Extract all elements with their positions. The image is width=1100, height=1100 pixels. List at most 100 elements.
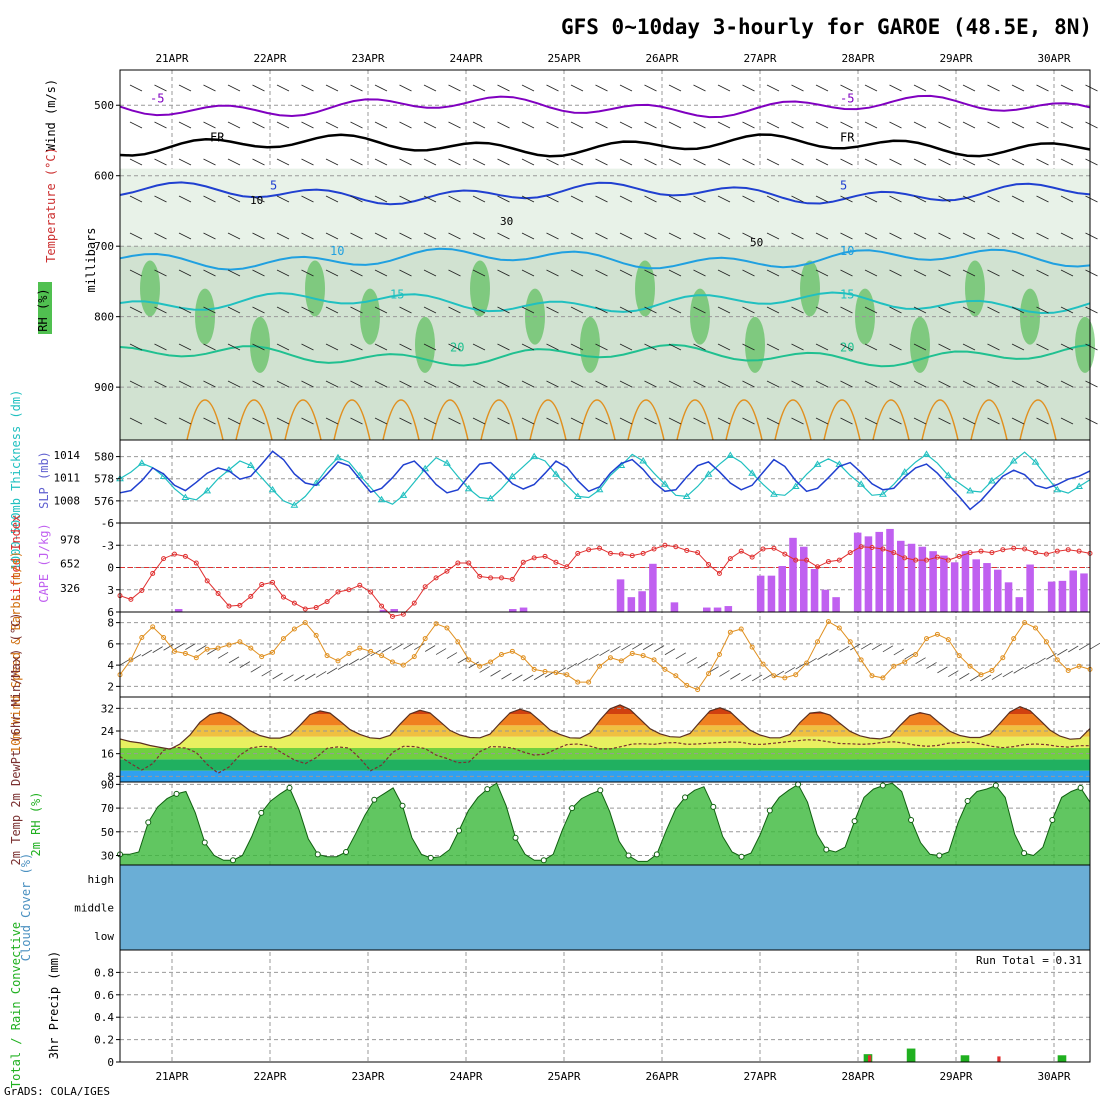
date-label-top: 29APR [939, 52, 972, 65]
precip-tick-label: 0.4 [94, 1011, 114, 1024]
wind-barb [595, 417, 608, 425]
wind-barb [717, 84, 731, 92]
li-marker [215, 590, 221, 596]
rh-marker [992, 782, 999, 789]
wind-barb [468, 661, 479, 669]
wind-barb [448, 380, 461, 388]
wind-tick-label: 8 [107, 617, 114, 630]
temperature-contour-label: 10 [840, 244, 854, 258]
wind-barb [521, 84, 535, 92]
wind-barb [717, 380, 731, 388]
wind-barb [301, 195, 314, 203]
date-label-top: 24APR [449, 52, 482, 65]
wind-barb [730, 672, 741, 680]
li-marker [477, 573, 483, 579]
li-marker [291, 600, 297, 606]
wind-barb [325, 306, 339, 314]
wind-barb [305, 673, 316, 681]
wind-barb [276, 84, 290, 92]
wind-barb [840, 380, 853, 388]
rh-marker [569, 805, 576, 812]
wind-barb [374, 121, 388, 129]
thickness-marker [1053, 485, 1062, 493]
wind-barb [987, 195, 1000, 203]
wind-barb [227, 121, 241, 129]
wind-barb [1011, 232, 1025, 240]
wind-barb [913, 121, 927, 129]
li-marker [673, 544, 679, 550]
wind-barb [1011, 380, 1025, 388]
cape-bar [864, 536, 873, 612]
rh-marker [399, 802, 406, 809]
temperature-contour [119, 133, 1091, 158]
temperature-contour-label: 20 [450, 340, 464, 354]
wind-barb [497, 84, 510, 92]
wind-barb [129, 417, 143, 425]
temperature-contour [578, 399, 616, 441]
wind-barb [693, 343, 706, 351]
wind-barb [446, 652, 458, 659]
li-marker [1011, 545, 1017, 551]
wind-barb [817, 653, 828, 660]
wind-barb [938, 195, 951, 203]
wind-barb [938, 232, 951, 240]
cape-bar [670, 602, 679, 612]
wind-barb [1002, 670, 1014, 678]
wind-barb [619, 269, 633, 277]
li-marker [618, 551, 624, 557]
rh-tick-label: 70 [101, 802, 114, 815]
wind-barb [991, 673, 1003, 680]
wind-barb [152, 646, 163, 653]
wind-barb [864, 343, 878, 351]
wind-barb [227, 84, 241, 92]
wind-barb [742, 269, 755, 277]
date-label-bottom: 29APR [939, 1070, 972, 1083]
date-label-bottom: 30APR [1037, 1070, 1070, 1083]
thickness-marker [486, 494, 495, 502]
wind-barb [154, 158, 167, 166]
li-marker [662, 542, 668, 548]
wind-barb [325, 269, 339, 277]
wind-barb [472, 380, 486, 388]
wind-speed-marker [749, 644, 755, 650]
date-label-top: 28APR [841, 52, 874, 65]
li-marker [924, 557, 930, 563]
thickness-marker [661, 480, 669, 487]
li-marker [171, 551, 177, 557]
wind-barb [668, 343, 682, 351]
wind-barb [889, 121, 902, 129]
wind-barb [686, 657, 697, 664]
wind-barb [154, 195, 167, 203]
pressure-tick-label: 600 [94, 170, 114, 183]
cape-bar [972, 559, 980, 612]
thickness-marker [900, 468, 909, 475]
precip-total-bar [906, 1048, 916, 1062]
cape-tick-label: 652 [60, 558, 80, 571]
thickness-marker [1075, 482, 1083, 489]
temperature-contour [970, 399, 1008, 441]
wind-barb [178, 269, 192, 277]
wind-barb [129, 232, 143, 240]
wind-barb [1011, 269, 1025, 277]
wind-barb [399, 195, 412, 203]
thickness-marker [464, 484, 473, 492]
wind-speed-marker [564, 672, 570, 678]
wind-barb [490, 669, 501, 677]
wind-barb [227, 306, 241, 314]
thickness-marker [922, 450, 931, 457]
wind-barb [252, 84, 265, 92]
wind-barb [717, 195, 731, 203]
li-marker [934, 554, 940, 560]
wind-barb [1060, 84, 1074, 92]
rh-marker [653, 851, 660, 858]
wind-speed-marker [891, 663, 897, 669]
rh-marker [908, 816, 915, 823]
wind-barb [374, 232, 388, 240]
cape-bar [638, 591, 646, 612]
wind-barb [501, 672, 512, 680]
wind-barb [399, 158, 412, 166]
cape-bar [832, 597, 840, 612]
wind-barb [717, 417, 731, 425]
wind-speed-marker [215, 645, 221, 651]
wind-speed-marker [1033, 625, 1039, 631]
